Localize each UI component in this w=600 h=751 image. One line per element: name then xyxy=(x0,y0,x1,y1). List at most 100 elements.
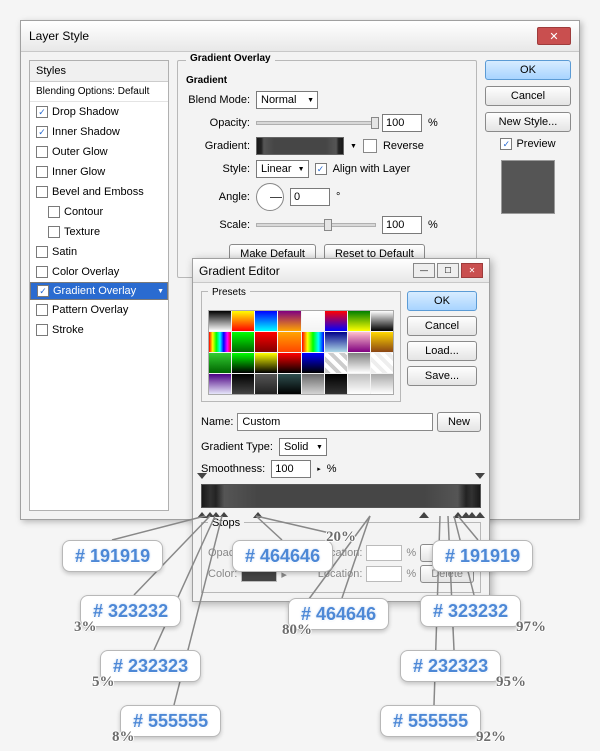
preset-swatch[interactable] xyxy=(371,374,393,394)
ge-load-button[interactable]: Load... xyxy=(407,341,477,361)
preset-swatch[interactable] xyxy=(325,311,347,331)
style-checkbox[interactable]: ✓ xyxy=(36,126,48,138)
ok-button[interactable]: OK xyxy=(485,60,571,80)
ge-ok-button[interactable]: OK xyxy=(407,291,477,311)
preset-swatch[interactable] xyxy=(232,332,254,352)
hex-callout: # 323232 xyxy=(80,595,181,627)
style-item-pattern-overlay[interactable]: Pattern Overlay xyxy=(30,300,168,320)
blend-mode-select[interactable]: Normal xyxy=(256,91,318,109)
style-checkbox[interactable] xyxy=(36,304,48,316)
preset-swatch[interactable] xyxy=(209,374,231,394)
style-item-satin[interactable]: Satin xyxy=(30,242,168,262)
color-stop[interactable] xyxy=(253,507,263,519)
stop-location-input[interactable] xyxy=(366,566,402,582)
preset-swatch[interactable] xyxy=(255,332,277,352)
preset-swatch[interactable] xyxy=(302,353,324,373)
hex-callout: # 191919 xyxy=(432,540,533,572)
scale-slider[interactable] xyxy=(256,223,376,227)
style-checkbox[interactable] xyxy=(36,146,48,158)
style-checkbox[interactable]: ✓ xyxy=(37,285,49,297)
preset-swatch[interactable] xyxy=(278,311,300,331)
style-item-contour[interactable]: Contour xyxy=(30,202,168,222)
preset-swatch[interactable] xyxy=(255,374,277,394)
style-item-outer-glow[interactable]: Outer Glow xyxy=(30,142,168,162)
angle-label: Angle: xyxy=(186,191,250,203)
preset-swatch[interactable] xyxy=(325,374,347,394)
style-checkbox[interactable] xyxy=(36,266,48,278)
style-checkbox[interactable] xyxy=(48,206,60,218)
preset-swatch[interactable] xyxy=(278,353,300,373)
style-checkbox[interactable] xyxy=(36,186,48,198)
name-input[interactable] xyxy=(237,413,433,431)
preset-swatch[interactable] xyxy=(255,353,277,373)
preset-swatch[interactable] xyxy=(371,353,393,373)
align-checkbox[interactable]: ✓ xyxy=(315,163,327,175)
preset-swatch[interactable] xyxy=(371,311,393,331)
style-item-inner-shadow[interactable]: ✓Inner Shadow xyxy=(30,122,168,142)
style-item-stroke[interactable]: Stroke xyxy=(30,320,168,340)
preview-checkbox[interactable]: ✓ xyxy=(500,138,512,150)
close-icon[interactable]: ✕ xyxy=(461,263,483,278)
preset-swatch[interactable] xyxy=(325,353,347,373)
scale-value[interactable]: 100 xyxy=(382,216,422,234)
preset-swatch[interactable] xyxy=(209,311,231,331)
minimize-icon[interactable]: — xyxy=(413,263,435,278)
preset-swatch[interactable] xyxy=(348,332,370,352)
preset-swatch[interactable] xyxy=(232,311,254,331)
style-item-inner-glow[interactable]: Inner Glow xyxy=(30,162,168,182)
style-checkbox[interactable]: ✓ xyxy=(36,106,48,118)
close-icon[interactable]: ✕ xyxy=(537,27,571,45)
style-select[interactable]: Linear xyxy=(256,160,309,178)
preset-swatch[interactable] xyxy=(302,332,324,352)
stop-location-input[interactable] xyxy=(366,545,402,561)
maximize-icon[interactable]: ☐ xyxy=(437,263,459,278)
preset-swatch[interactable] xyxy=(348,353,370,373)
preset-swatch[interactable] xyxy=(302,374,324,394)
angle-value[interactable]: 0 xyxy=(290,188,330,206)
preset-swatch[interactable] xyxy=(325,332,347,352)
smooth-value[interactable]: 100 xyxy=(271,460,311,478)
hex-callout: # 555555 xyxy=(120,705,221,737)
preset-swatch[interactable] xyxy=(209,353,231,373)
color-stop[interactable] xyxy=(475,507,485,519)
new-style-button[interactable]: New Style... xyxy=(485,112,571,132)
style-item-bevel-and-emboss[interactable]: Bevel and Emboss xyxy=(30,182,168,202)
opacity-stop[interactable] xyxy=(475,473,485,485)
preset-swatch[interactable] xyxy=(232,353,254,373)
style-checkbox[interactable] xyxy=(36,246,48,258)
preset-swatch[interactable] xyxy=(278,374,300,394)
blending-options[interactable]: Blending Options: Default xyxy=(30,82,168,102)
gradient-sublegend: Gradient xyxy=(186,75,468,86)
gradient-bar[interactable] xyxy=(201,484,481,508)
style-item-texture[interactable]: Texture xyxy=(30,222,168,242)
opacity-value[interactable]: 100 xyxy=(382,114,422,132)
reverse-checkbox[interactable] xyxy=(363,139,377,153)
preset-swatch[interactable] xyxy=(232,374,254,394)
preset-swatch[interactable] xyxy=(255,311,277,331)
opacity-slider[interactable] xyxy=(256,121,376,125)
new-button[interactable]: New xyxy=(437,412,481,432)
style-checkbox[interactable] xyxy=(36,166,48,178)
style-checkbox[interactable] xyxy=(48,226,60,238)
ge-save-button[interactable]: Save... xyxy=(407,366,477,386)
preset-swatch[interactable] xyxy=(371,332,393,352)
style-item-drop-shadow[interactable]: ✓Drop Shadow xyxy=(30,102,168,122)
preset-swatch[interactable] xyxy=(209,332,231,352)
style-checkbox[interactable] xyxy=(36,324,48,336)
preset-swatch[interactable] xyxy=(348,374,370,394)
style-item-gradient-overlay[interactable]: ✓Gradient Overlay xyxy=(30,282,168,300)
titlebar[interactable]: Layer Style ✕ xyxy=(21,21,579,52)
cancel-button[interactable]: Cancel xyxy=(485,86,571,106)
ge-cancel-button[interactable]: Cancel xyxy=(407,316,477,336)
preset-swatch[interactable] xyxy=(302,311,324,331)
type-select[interactable]: Solid xyxy=(279,438,327,456)
dialog-title: Layer Style xyxy=(29,29,537,43)
gradient-swatch[interactable] xyxy=(256,137,344,155)
preset-swatch[interactable] xyxy=(348,311,370,331)
color-stop[interactable] xyxy=(419,507,429,519)
ge-titlebar[interactable]: Gradient Editor — ☐ ✕ xyxy=(193,259,489,283)
preset-swatch[interactable] xyxy=(278,332,300,352)
angle-dial[interactable] xyxy=(256,183,284,211)
style-item-color-overlay[interactable]: Color Overlay xyxy=(30,262,168,282)
opacity-stop[interactable] xyxy=(197,473,207,485)
